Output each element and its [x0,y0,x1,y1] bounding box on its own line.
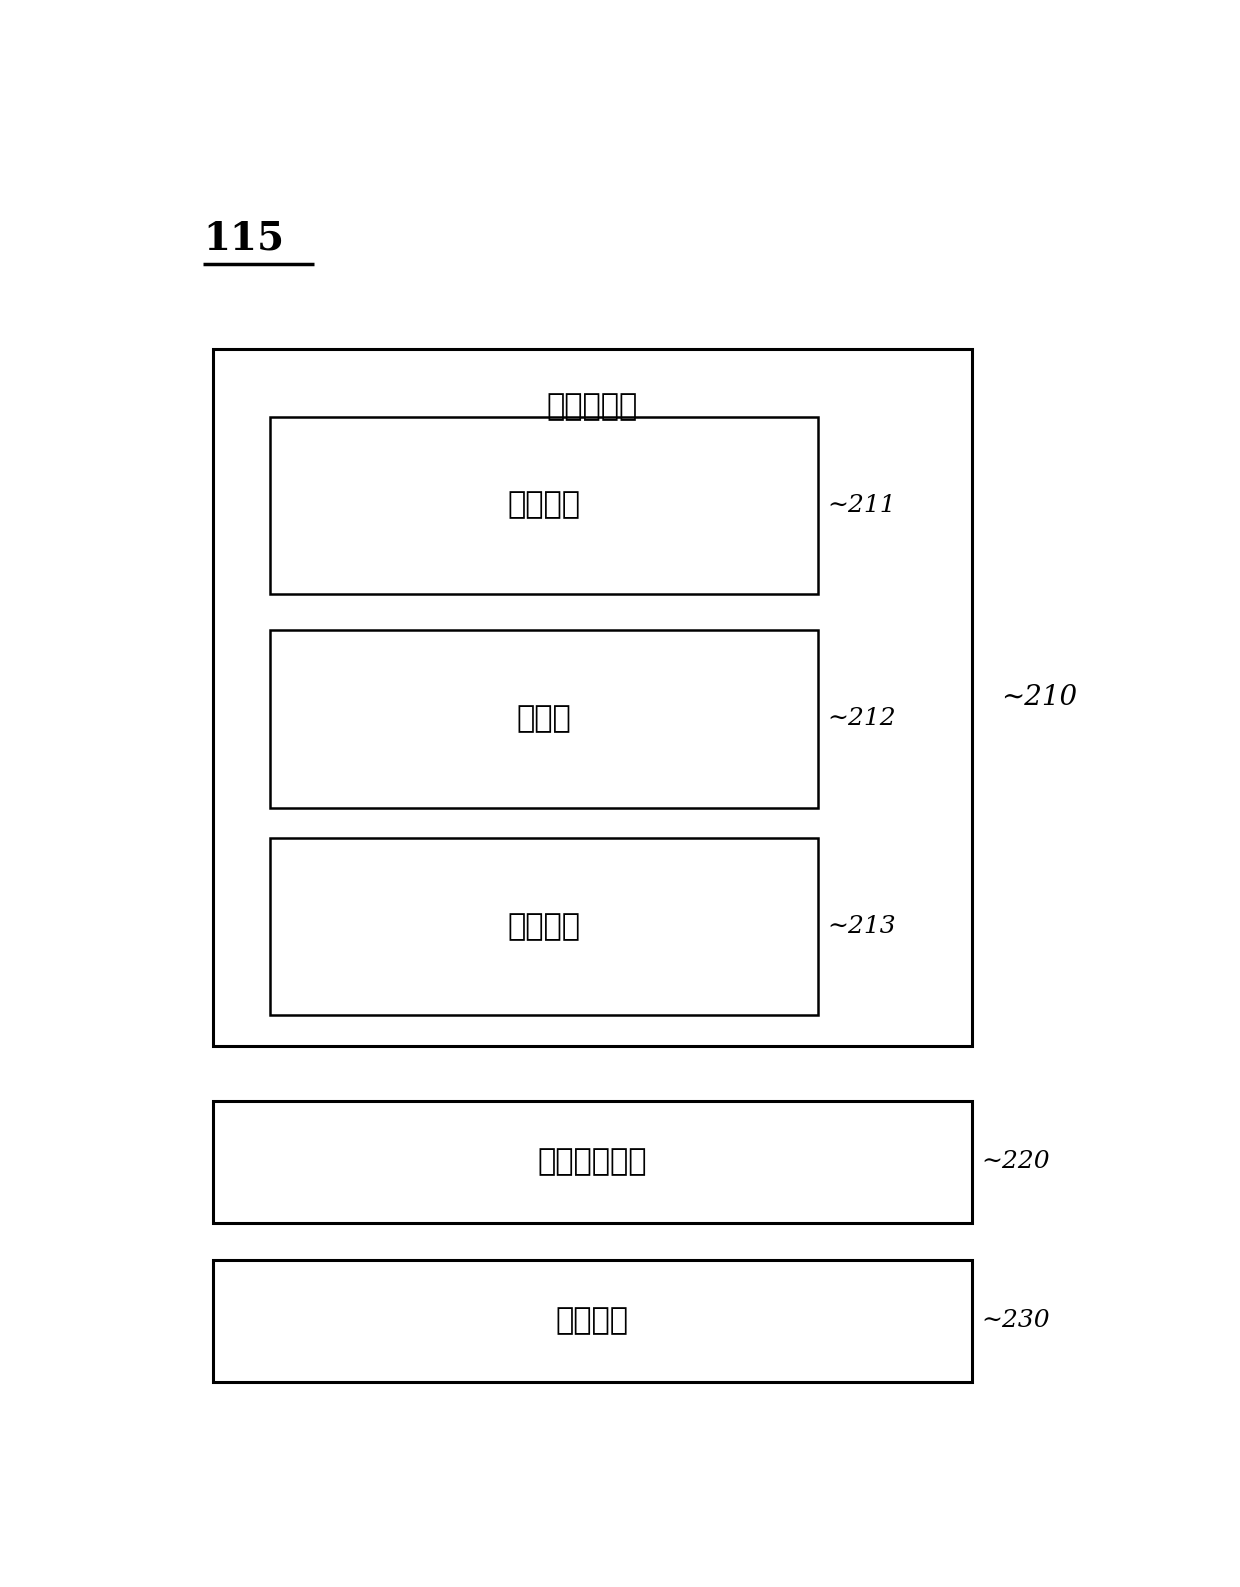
Bar [213,349,972,1046]
Text: 屏蔽设备: 屏蔽设备 [507,490,580,519]
Bar [213,1101,972,1224]
Text: ∼212: ∼212 [828,708,897,730]
Text: ∼213: ∼213 [828,916,897,938]
Text: 驱动组件: 驱动组件 [556,1306,629,1335]
Bar [270,630,818,808]
Text: ∼230: ∼230 [982,1309,1050,1331]
Text: 准直器设备: 准直器设备 [547,392,637,421]
Text: 115: 115 [203,219,284,257]
Text: 运动引导组件: 运动引导组件 [537,1147,647,1176]
Text: 过滤器: 过滤器 [517,705,572,733]
Bar [270,416,818,594]
Text: ∼220: ∼220 [982,1151,1050,1173]
Text: ∼210: ∼210 [1001,684,1076,711]
Bar [270,838,818,1016]
Text: ∼211: ∼211 [828,494,897,517]
Text: 孔径设备: 孔径设备 [507,913,580,941]
Bar [213,1260,972,1382]
